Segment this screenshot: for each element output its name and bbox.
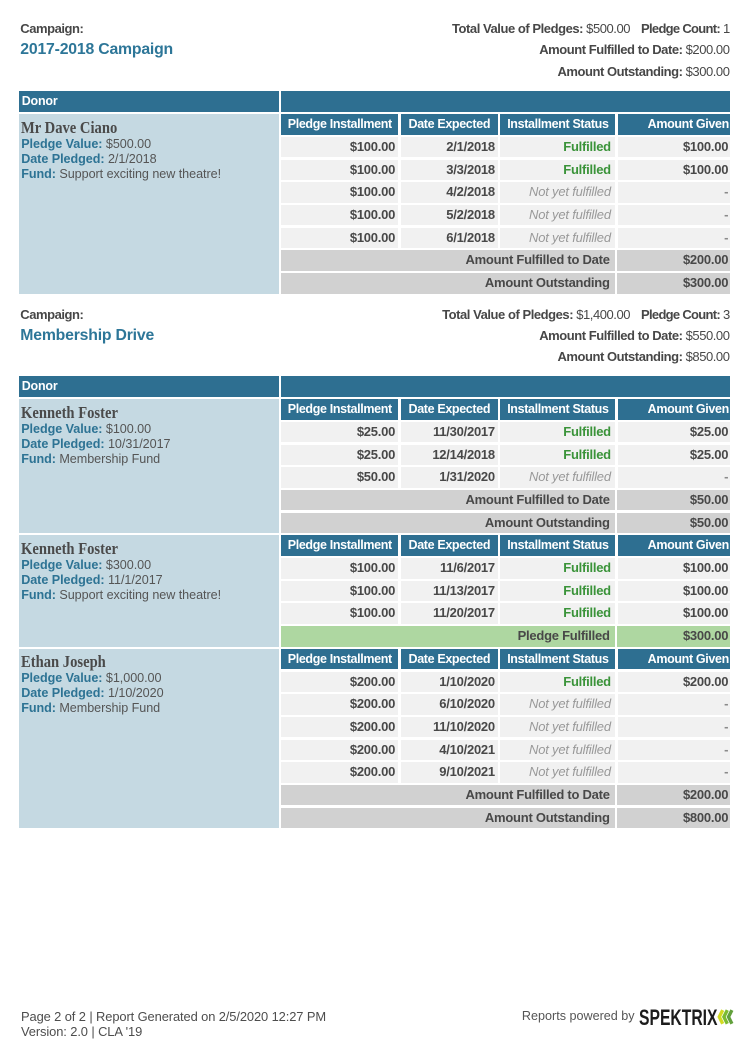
svg-text:SPEKTRIX: SPEKTRIX bbox=[639, 1009, 718, 1027]
